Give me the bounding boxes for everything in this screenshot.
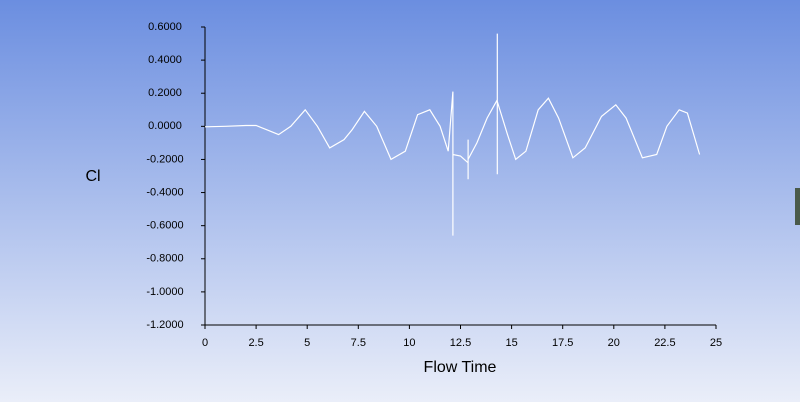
- y-tick-label: 0.2000: [148, 87, 182, 99]
- x-tick-label: 22.5: [654, 337, 675, 349]
- y-tick-label: -0.4000: [146, 186, 183, 198]
- y-tick-label: -1.2000: [146, 319, 183, 331]
- x-tick-label: 12.5: [450, 337, 471, 349]
- y-axis-label: Cl: [85, 168, 100, 185]
- x-tick-label: 10: [403, 337, 415, 349]
- x-tick-label: 5: [304, 337, 310, 349]
- x-tick-label: 20: [608, 337, 620, 349]
- y-tick-label: -0.8000: [146, 253, 183, 265]
- y-tick-label: 0.0000: [148, 120, 182, 132]
- x-tick-label: 7.5: [351, 337, 366, 349]
- side-handle[interactable]: [795, 188, 800, 225]
- x-tick-label: 0: [202, 337, 208, 349]
- y-tick-label: -0.2000: [146, 153, 183, 165]
- x-tick-label: 17.5: [552, 337, 573, 349]
- x-axis-label: Flow Time: [424, 359, 497, 376]
- y-tick-label: 0.4000: [148, 54, 182, 66]
- x-tick-label: 2.5: [248, 337, 263, 349]
- y-tick-label: -1.0000: [146, 286, 183, 298]
- x-tick-label: 25: [710, 337, 722, 349]
- series-line: [204, 33, 701, 236]
- x-tick-label: 15: [505, 337, 517, 349]
- y-tick-label: -0.6000: [146, 220, 183, 232]
- y-tick-label: 0.6000: [148, 21, 182, 33]
